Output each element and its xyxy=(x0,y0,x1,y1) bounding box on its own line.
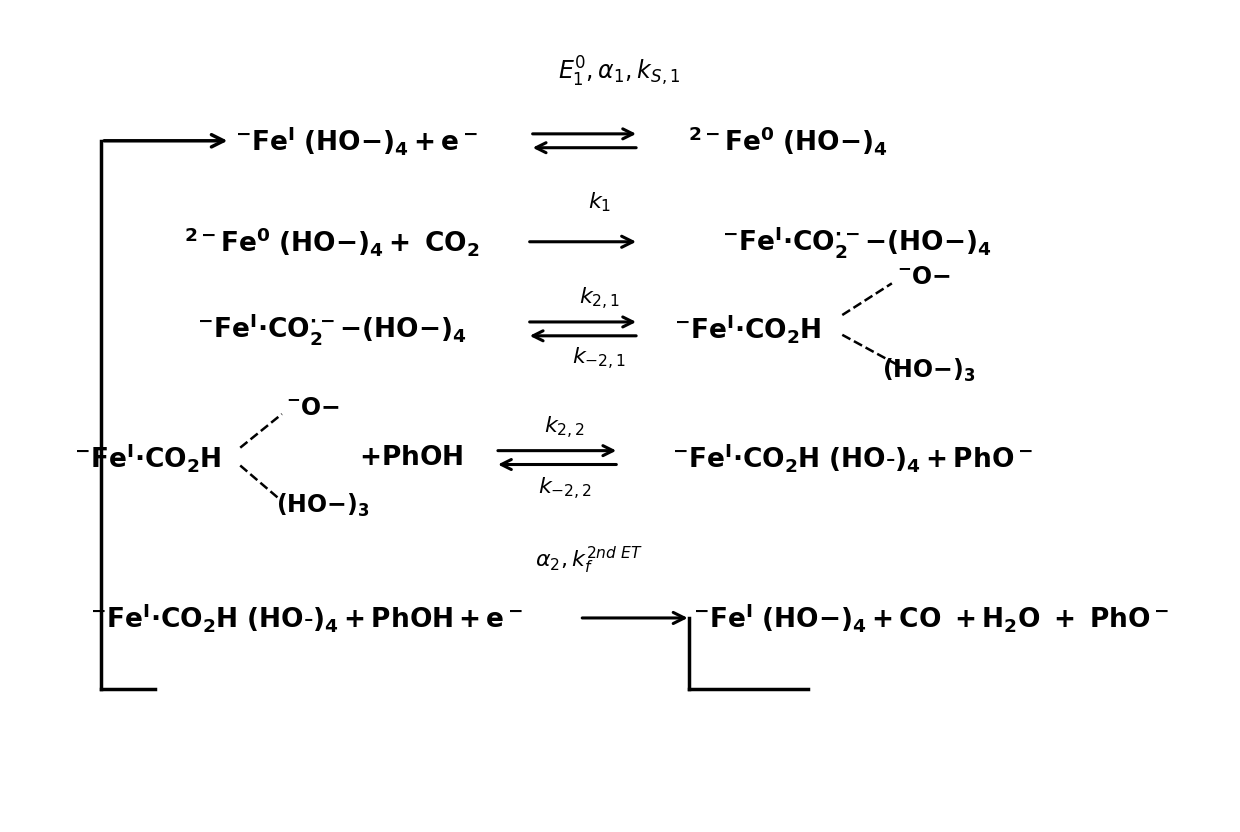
Text: $\mathbf{{}^{-}Fe^I{\cdot}CO_2^{{\cdot}-}{-}(HO{-})_4}$: $\mathbf{{}^{-}Fe^I{\cdot}CO_2^{{\cdot}-… xyxy=(722,224,992,260)
Text: $k_{2,2}$: $k_{2,2}$ xyxy=(544,415,585,441)
Text: $\mathbf{{}^{-}Fe^I\ (HO{-})_4+CO\ +H_2O\ +\ PhO^-}$: $\mathbf{{}^{-}Fe^I\ (HO{-})_4+CO\ +H_2O… xyxy=(693,602,1169,635)
Text: $\mathbf{( HO{-})_3}$: $\mathbf{( HO{-})_3}$ xyxy=(277,492,370,518)
Text: $\mathbf{{}^{-}Fe^I\ (HO{-})_4+e^-}$: $\mathbf{{}^{-}Fe^I\ (HO{-})_4+e^-}$ xyxy=(234,124,477,157)
Text: $k_1$: $k_1$ xyxy=(588,191,611,214)
Text: $\mathbf{+ PhOH}$: $\mathbf{+ PhOH}$ xyxy=(358,445,463,470)
Text: $\mathbf{{}^{-}O{-}}$: $\mathbf{{}^{-}O{-}}$ xyxy=(897,266,951,289)
Text: $\mathbf{{}^{2-}Fe^0\ (HO{-})_4}$: $\mathbf{{}^{2-}Fe^0\ (HO{-})_4}$ xyxy=(688,124,888,157)
Text: $E_1^0,\alpha_1,k_{S,1}$: $E_1^0,\alpha_1,k_{S,1}$ xyxy=(558,54,681,88)
Text: $\mathbf{{}^{-}O{-}}$: $\mathbf{{}^{-}O{-}}$ xyxy=(286,397,340,419)
Text: $k_{-2,2}$: $k_{-2,2}$ xyxy=(537,476,591,503)
Text: $k_{2,1}$: $k_{2,1}$ xyxy=(579,286,620,312)
Text: $\mathbf{{}^{2-}Fe^0\ (HO{-})_4+\ CO_2}$: $\mathbf{{}^{2-}Fe^0\ (HO{-})_4+\ CO_2}$ xyxy=(184,225,480,258)
Text: $k_{-2,1}$: $k_{-2,1}$ xyxy=(572,345,626,372)
Text: $\mathbf{{}^{-}Fe^I{\cdot}CO_2H\ ( HO\text{-})_4+PhO^-}$: $\mathbf{{}^{-}Fe^I{\cdot}CO_2H\ ( HO\te… xyxy=(672,441,1033,474)
Text: $\mathbf{( HO{-})_3}$: $\mathbf{( HO{-})_3}$ xyxy=(882,357,976,384)
Text: $\mathbf{{}^{-}Fe^I{\cdot}CO_2^{{\cdot}-}{-}(HO{-})_4}$: $\mathbf{{}^{-}Fe^I{\cdot}CO_2^{{\cdot}-… xyxy=(196,311,466,347)
Text: $\mathbf{{}^{-}Fe^I{\cdot}CO_2H}$: $\mathbf{{}^{-}Fe^I{\cdot}CO_2H}$ xyxy=(675,312,822,345)
Text: $\alpha_2,k_f^{2nd\ ET}$: $\alpha_2,k_f^{2nd\ ET}$ xyxy=(536,545,644,576)
Text: $\mathbf{{}^{-}Fe^I{\cdot}CO_2H}$: $\mathbf{{}^{-}Fe^I{\cdot}CO_2H}$ xyxy=(74,441,222,474)
Text: $\mathbf{{}^{-}Fe^I{\cdot}CO_2H\ (HO\text{-})_4+PhOH+e^-}$: $\mathbf{{}^{-}Fe^I{\cdot}CO_2H\ (HO\tex… xyxy=(91,602,523,635)
